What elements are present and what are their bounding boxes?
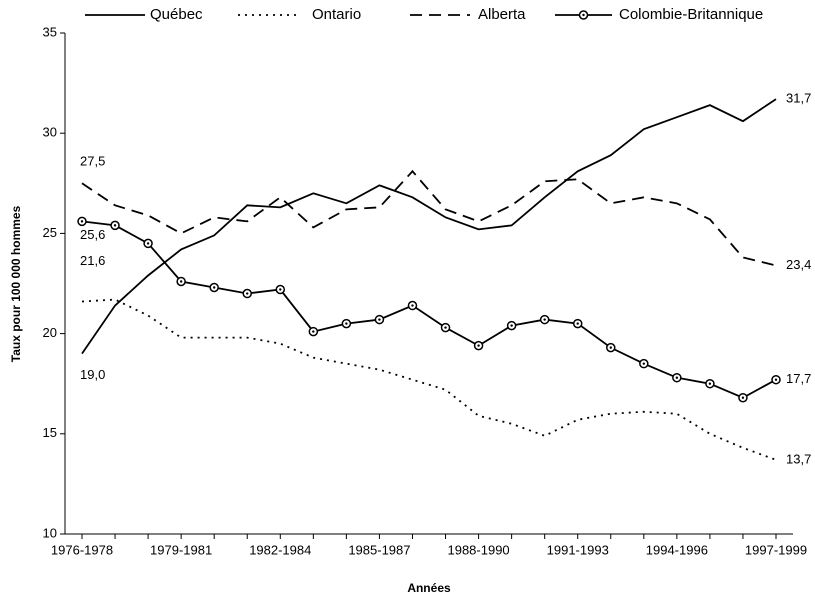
x-tick-label: 1997-1999 (745, 542, 807, 557)
data-point-dot (741, 396, 745, 399)
x-axis-title: Années (407, 581, 451, 595)
data-point-dot (642, 362, 646, 365)
data-point-dot (576, 322, 579, 325)
data-label: 27,5 (80, 154, 105, 169)
y-tick-label: 35 (43, 24, 57, 39)
data-point-dot (279, 288, 282, 291)
data-label: 23,4 (786, 257, 811, 272)
data-point-dot (113, 224, 117, 227)
data-point-dot (80, 220, 84, 223)
x-tick-label: 1994-1996 (646, 542, 708, 557)
data-label: 19,0 (80, 367, 105, 382)
x-tick-label: 1976-1978 (51, 542, 113, 557)
legend-label: Colombie-Britannique (619, 6, 763, 23)
legend-marker-dot (582, 13, 585, 17)
y-tick-label: 10 (43, 525, 57, 540)
y-tick-label: 30 (43, 125, 57, 140)
data-point-dot (510, 324, 513, 327)
x-tick-label: 1982-1984 (249, 542, 311, 557)
data-point-dot (675, 376, 679, 379)
data-point-dot (708, 382, 712, 385)
series-line (81, 169, 777, 267)
x-tick-label: 1988-1990 (447, 542, 509, 557)
data-point-dot (609, 346, 612, 349)
y-axis-title: Taux pour 100 000 hommes (9, 205, 23, 362)
x-tick-label: 1979-1981 (150, 542, 212, 557)
data-point-dot (345, 322, 348, 325)
data-point-dot (477, 344, 480, 347)
legend-label: Ontario (312, 6, 361, 23)
y-tick-label: 15 (43, 425, 57, 440)
series-line (81, 220, 777, 399)
data-label: 25,6 (80, 227, 105, 242)
data-point-dot (212, 286, 216, 289)
data-label: 17,7 (786, 371, 811, 386)
data-point-dot (312, 330, 315, 333)
data-label: 13,7 (786, 451, 811, 466)
series-line (81, 298, 777, 461)
legend-label: Alberta (478, 6, 526, 23)
data-label: 21,6 (80, 253, 105, 268)
data-point-dot (411, 304, 414, 307)
x-tick-label: 1991-1993 (547, 542, 609, 557)
data-point-dot (378, 318, 381, 321)
data-point-dot (146, 242, 150, 245)
y-tick-label: 20 (43, 325, 57, 340)
series-line (81, 98, 777, 355)
data-point-dot (774, 378, 778, 381)
data-point-dot (246, 292, 249, 295)
x-tick-label: 1985-1987 (348, 542, 410, 557)
data-label: 31,7 (786, 91, 811, 106)
y-tick-label: 25 (43, 225, 57, 240)
data-point-dot (543, 318, 546, 321)
legend-label: Québec (150, 6, 203, 23)
data-point-dot (179, 280, 183, 283)
data-point-dot (444, 326, 447, 329)
